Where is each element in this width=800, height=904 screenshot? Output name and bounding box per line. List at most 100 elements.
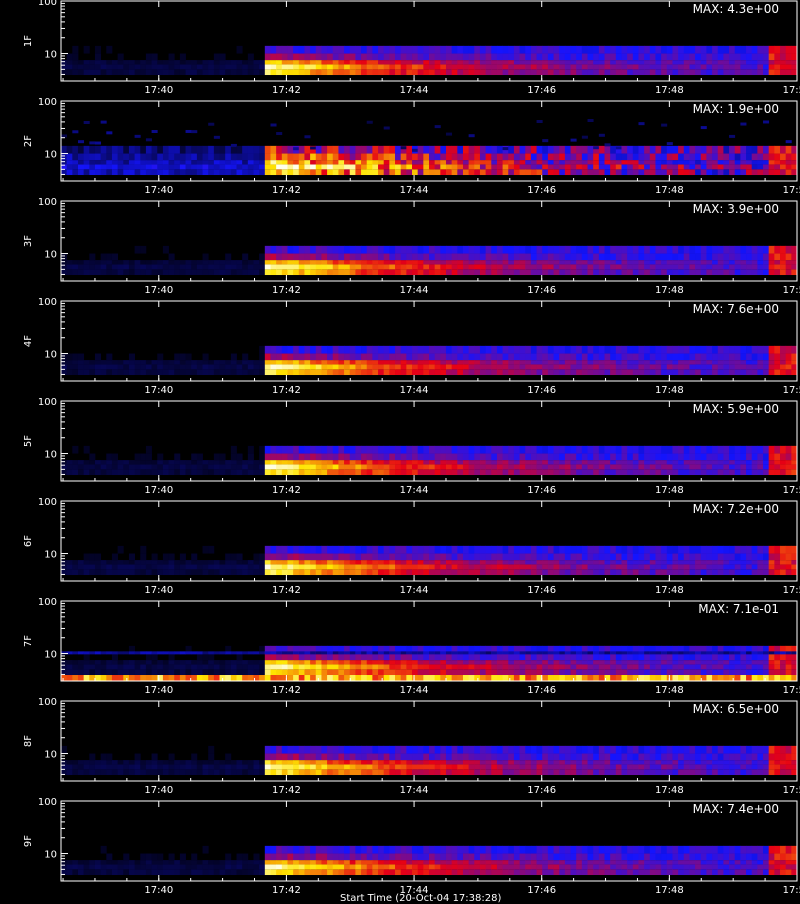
y-tick-label: 100 [38,197,57,208]
x-tick-label: 17:42 [272,885,301,896]
panel-label: 4F [23,335,34,347]
max-label: MAX: 1.9e+00 [693,102,779,116]
panel-label: 7F [23,635,34,647]
x-tick-label: 17:40 [144,685,173,696]
max-label: MAX: 6.5e+00 [693,702,779,716]
panel-label: 3F [23,235,34,247]
x-tick-label: 17:44 [400,385,429,396]
panel-label: 2F [23,135,34,147]
x-tick-label: 17:44 [400,685,429,696]
x-tick-label: 17:40 [144,385,173,396]
x-tick-label: 17:44 [400,185,429,196]
x-tick-label: 17:46 [527,85,556,96]
x-tick-label: 17:42 [272,485,301,496]
x-tick-label: 17:42 [272,785,301,796]
x-tick-label: 17:40 [144,185,173,196]
panel-8f: 17:4017:4217:4417:4617:4817:50101008FMAX… [23,697,800,796]
x-tick-label: 17:46 [527,185,556,196]
x-tick-label: 17:46 [527,885,556,896]
x-axis-title: Start Time (20-Oct-04 17:38:28) [340,893,501,904]
panel-4f: 17:40 17:42 17:44 17:46 17:48 17:50 10 100 4F MAX… [23,297,800,396]
max-label: MAX: 3.9e+00 [693,202,779,216]
max-label: MAX: 7.4e+00 [693,802,779,816]
x-tick-label: 17:46 [527,385,556,396]
x-tick-label: 17:44 [400,585,429,596]
x-tick-label: 17:46 [527,485,556,496]
x-tick-label: 17:40 [144,85,173,96]
panel-6f: 17:40 17:42 17:44 17:46 17:48 17:50 10 100 6F MAX… [23,497,800,596]
x-tick-label: 17:50 [783,585,800,596]
y-tick-label: 10 [44,250,57,261]
x-tick-label: 17:44 [400,85,429,96]
y-tick-label: 10 [44,50,57,61]
x-tick-label: 17:48 [655,885,684,896]
heatmap-cells [61,246,797,275]
panel-label: 9F [23,835,34,847]
x-tick-label: 17:42 [272,85,301,96]
panel-5f: 17:4017:4217:4417:4617:4817:50101005FMAX… [23,397,800,496]
x-tick-label: 17:48 [655,385,684,396]
x-tick-label: 17:50 [783,85,800,96]
heatmap-cells [61,346,797,375]
x-tick-label: 17:50 [783,685,800,696]
heatmap-cells [61,646,797,681]
x-tick-label: 17:42 [272,185,301,196]
y-tick-label: 10 [44,550,57,561]
max-label: MAX: 7.1e-01 [698,602,779,616]
heatmap-cells [61,446,797,475]
x-tick-label: 17:50 [783,385,800,396]
x-tick-label: 17:46 [527,685,556,696]
x-tick-label: 17:42 [272,285,301,296]
y-tick-label: 10 [44,150,57,161]
max-label: MAX: 7.2e+00 [693,502,779,516]
x-tick-label: 17:50 [783,485,800,496]
y-tick-label: 10 [44,450,57,461]
x-tick-label: 17:42 [272,585,301,596]
heatmap-cells [61,546,797,575]
x-tick-label: 17:44 [400,285,429,296]
x-tick-label: 17:40 [144,785,173,796]
panel-label: 1F [23,35,34,47]
x-tick-label: 17:48 [655,685,684,696]
x-tick-label: 17:50 [783,185,800,196]
x-tick-label: 17:50 [783,785,800,796]
y-tick-label: 100 [38,697,57,708]
panel-3f: 17:40 17:42 17:44 17:46 17:48 17:50 10 100 3F MAX… [23,197,800,296]
x-tick-label: 17:48 [655,85,684,96]
x-tick-label: 17:42 [272,685,301,696]
y-tick-label: 100 [38,97,57,108]
panel-label: 6F [23,535,34,547]
x-tick-label: 17:40 [144,485,173,496]
x-tick-label: 17:40 [144,585,173,596]
y-tick-label: 100 [38,497,57,508]
x-tick-label: 17:48 [655,185,684,196]
y-tick-label: 10 [44,850,57,861]
heatmap-cells [61,746,797,775]
x-tick-label: 17:48 [655,585,684,596]
x-tick-label: 17:44 [400,485,429,496]
x-tick-label: 17:48 [655,285,684,296]
max-label: MAX: 4.3e+00 [693,2,779,16]
y-tick-label: 10 [44,750,57,761]
panel-9f: 17:4017:4217:4417:4617:4817:50101009FMAX… [23,797,800,896]
x-tick-label: 17:50 [783,885,800,896]
heatmap-cells [61,846,797,875]
x-tick-label: 17:40 [144,285,173,296]
heatmap-cells [61,119,797,175]
y-tick-label: 10 [44,650,57,661]
x-tick-label: 17:46 [527,585,556,596]
x-tick-label: 17:46 [527,785,556,796]
panel-1f: 17:4017:4217:4417:4617:4817:50101001FMAX… [23,0,800,96]
y-tick-label: 10 [44,350,57,361]
panel-label: 5F [23,435,34,447]
panel-label: 8F [23,735,34,747]
x-tick-label: 17:50 [783,285,800,296]
y-tick-label: 100 [38,397,57,408]
y-tick-label: 100 [38,297,57,308]
x-tick-label: 17:42 [272,385,301,396]
x-tick-label: 17:48 [655,485,684,496]
x-tick-label: 17:46 [527,285,556,296]
heatmap-cells [61,46,797,75]
max-label: MAX: 7.6e+00 [693,302,779,316]
